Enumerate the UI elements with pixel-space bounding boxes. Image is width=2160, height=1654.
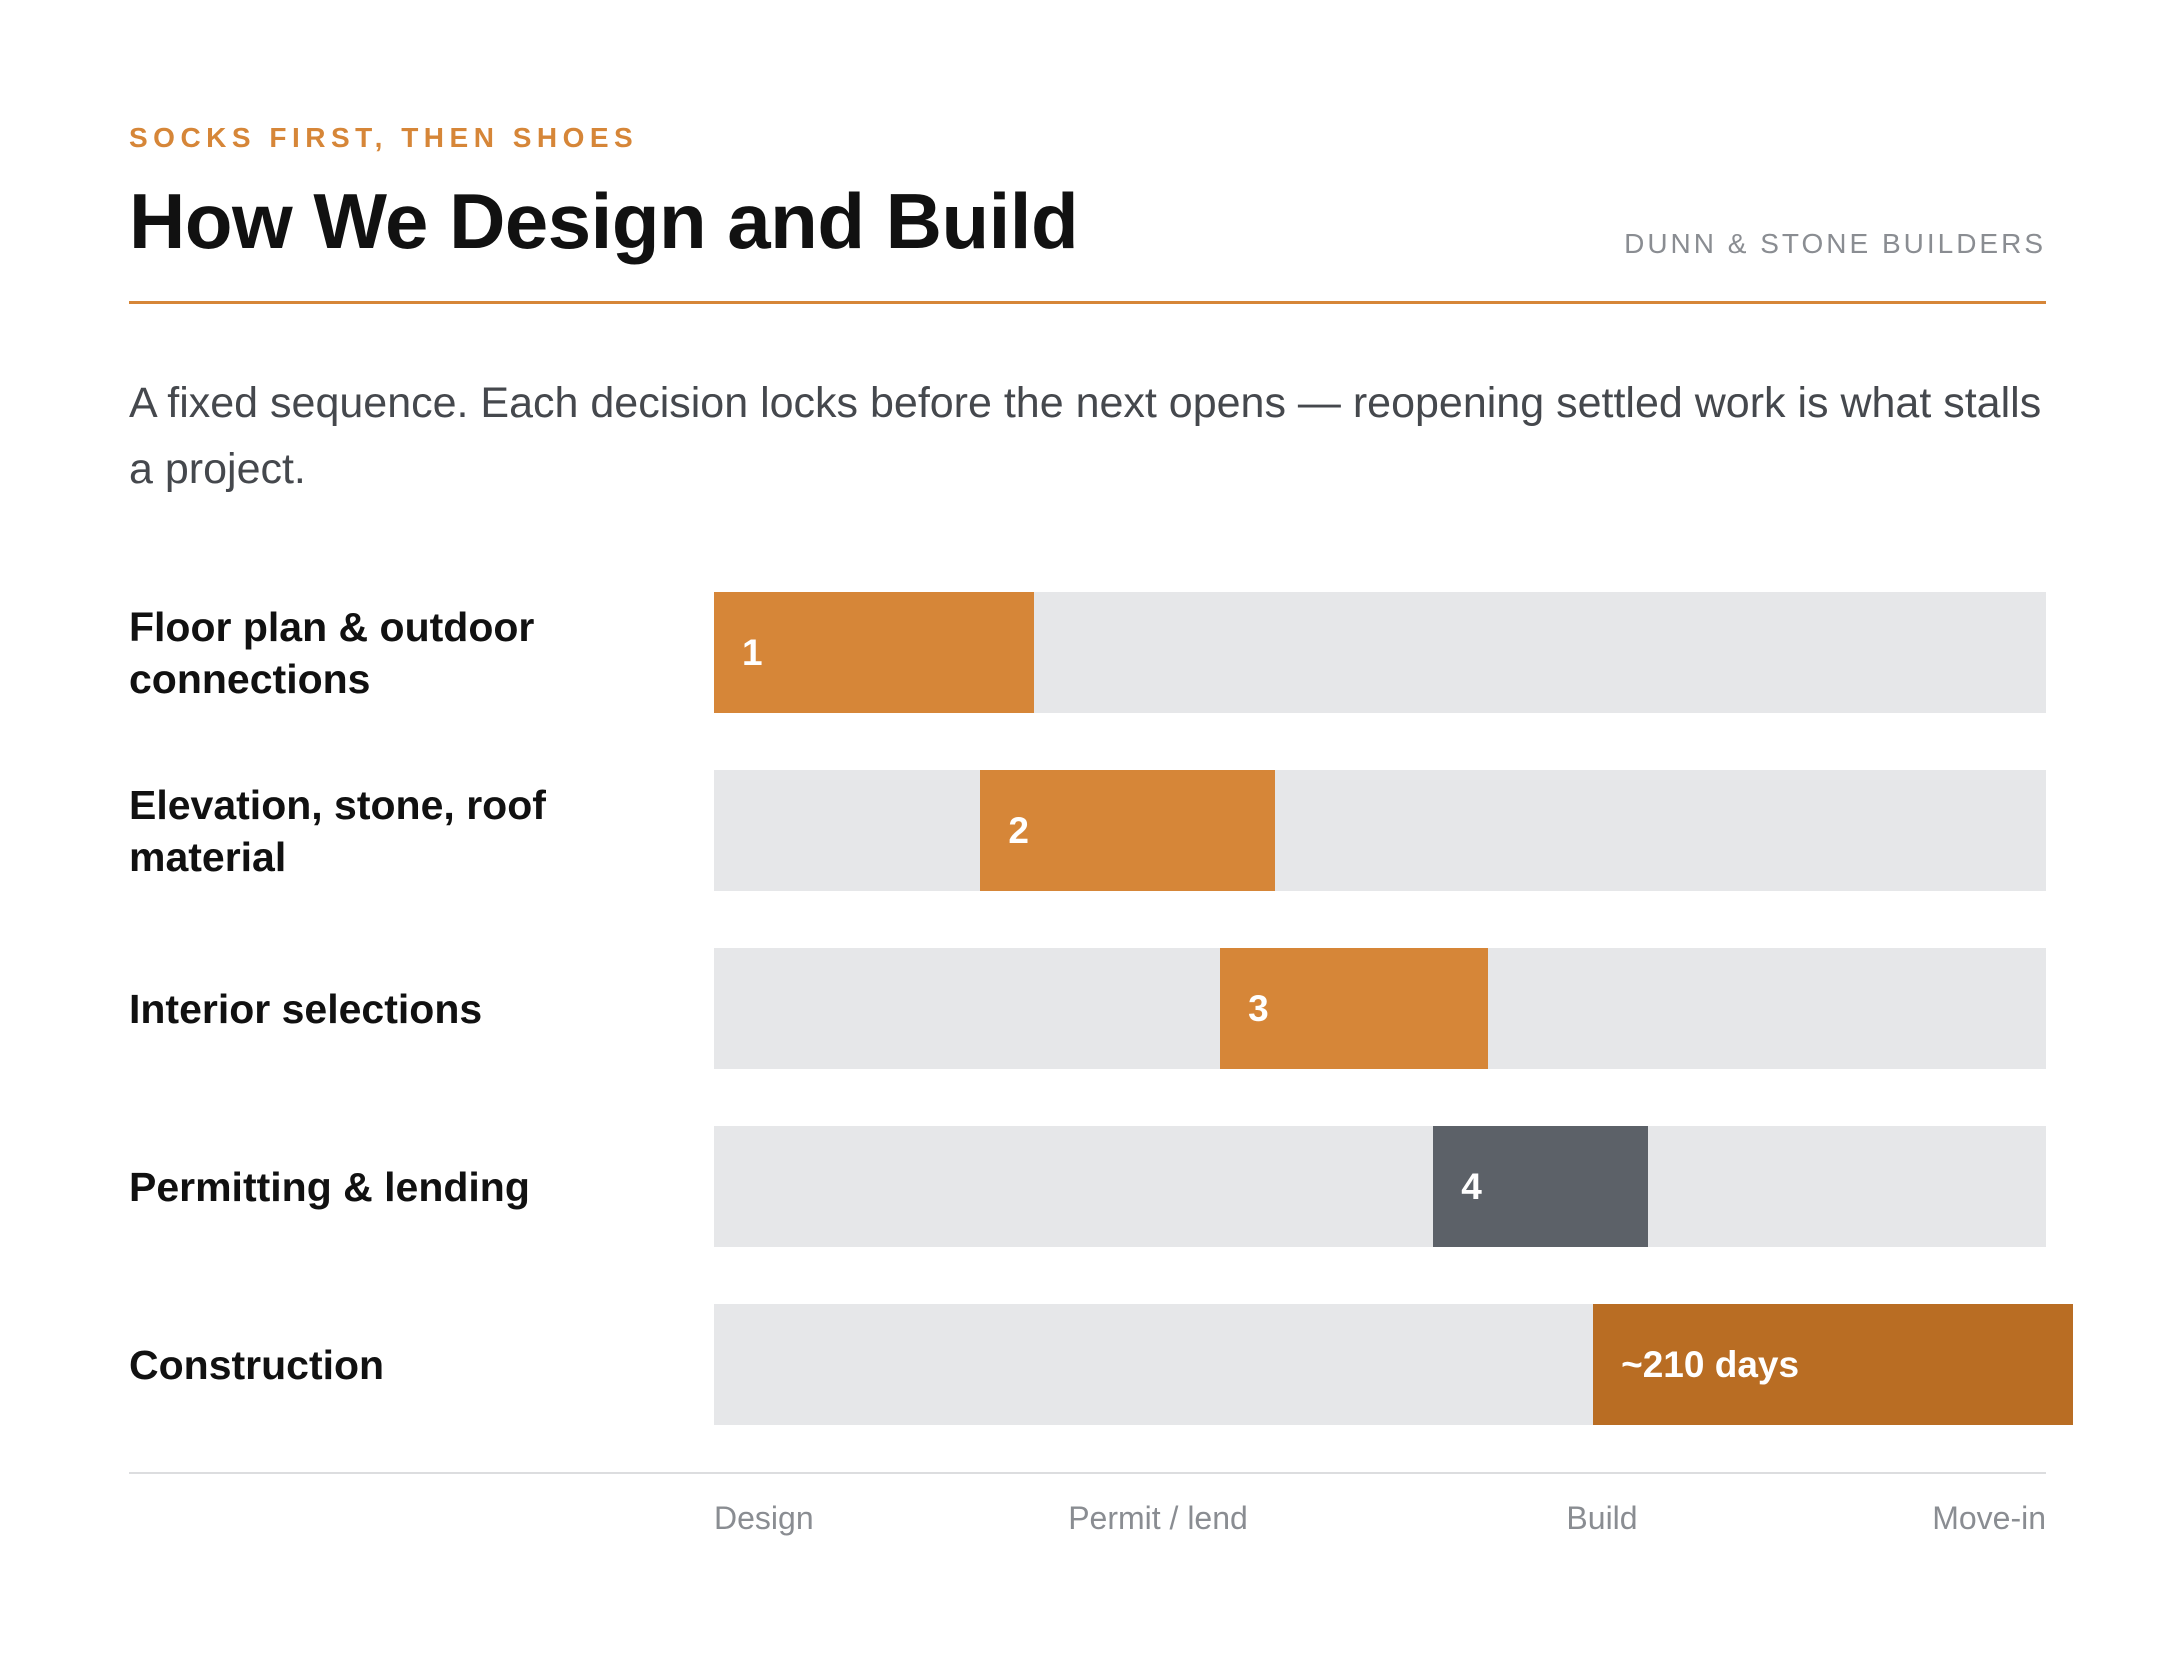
x-tick-label: Move-in [1932,1500,2046,1536]
task-bar: 4 [1433,1126,1648,1247]
task-label: Permitting & lending [129,1163,530,1210]
x-tick-label: Permit / lend [1068,1500,1248,1536]
task-label: Floor plan & outdoor connections [129,603,535,702]
task-label: Elevation, stone, roof material [129,781,546,880]
task-label: Interior selections [129,985,483,1032]
lede: A fixed sequence. Each decision locks be… [129,379,2042,493]
task-label: Construction [129,1341,385,1388]
company-name: DUNN & STONE BUILDERS [1624,228,2046,259]
page-title: How We Design and Build [129,177,1079,265]
task-track [714,1126,2046,1247]
x-tick-label: Design [714,1500,814,1536]
top-rule [129,301,2046,304]
task-track [714,770,2046,891]
task-bar: ~210 days [1593,1304,2073,1425]
eyebrow: SOCKS FIRST, THEN SHOES [129,122,639,153]
axis-rule [129,1472,2046,1474]
task-bar: 2 [980,770,1275,891]
task-bar: 1 [714,592,1034,713]
task-bar: 3 [1220,948,1488,1069]
x-tick-label: Build [1566,1500,1638,1536]
